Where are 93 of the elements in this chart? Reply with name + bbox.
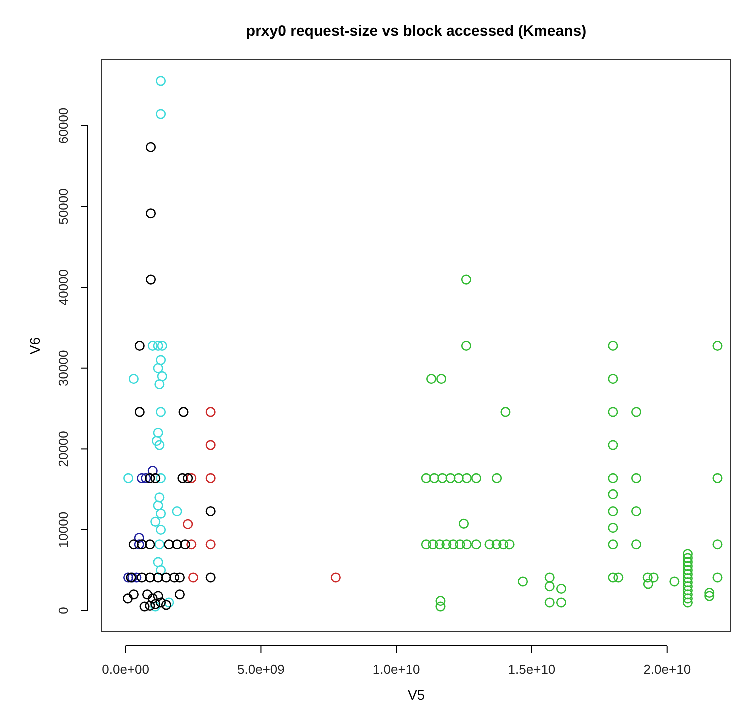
point — [153, 428, 164, 438]
point — [170, 572, 180, 583]
point — [152, 436, 162, 446]
y-tick-label: 50000 — [56, 188, 71, 225]
point — [156, 508, 166, 519]
point — [206, 407, 216, 418]
point — [146, 274, 156, 285]
point — [156, 524, 166, 536]
point — [153, 500, 164, 511]
point — [154, 440, 165, 450]
point — [153, 363, 164, 374]
point — [146, 208, 156, 219]
x-tick-label: 1.0e+10 — [372, 662, 420, 678]
y-tick-label: 0 — [56, 607, 71, 614]
point — [157, 340, 168, 352]
point — [174, 572, 185, 583]
point — [183, 473, 194, 484]
point — [186, 473, 197, 484]
point — [186, 540, 197, 550]
point — [145, 540, 156, 550]
point — [206, 440, 216, 450]
point — [145, 473, 156, 484]
point — [154, 380, 165, 390]
point — [178, 473, 188, 484]
point — [142, 590, 153, 600]
x-tick-label: 0.0e+00 — [102, 662, 150, 678]
point — [141, 473, 152, 484]
point — [156, 473, 166, 484]
y-tick-label: 60000 — [56, 108, 71, 144]
point — [134, 540, 144, 550]
y-tick-label: 20000 — [56, 431, 71, 468]
point — [128, 374, 139, 384]
point — [137, 540, 148, 550]
point — [156, 407, 166, 418]
point — [150, 599, 161, 610]
point — [178, 407, 189, 418]
point — [164, 598, 174, 608]
point — [153, 340, 164, 352]
point — [180, 540, 190, 550]
point — [206, 572, 216, 583]
point — [156, 355, 166, 366]
point — [161, 600, 172, 610]
point — [161, 572, 172, 583]
point — [206, 506, 216, 517]
point — [153, 557, 164, 568]
point — [156, 109, 166, 120]
x-tick-label: 5.0e+09 — [238, 662, 285, 678]
y-axis-title: V6 — [27, 337, 43, 355]
point — [153, 572, 164, 583]
x-tick-label: 1.5e+10 — [508, 662, 556, 678]
point — [172, 506, 182, 517]
point — [137, 473, 148, 484]
point — [124, 473, 134, 484]
point — [157, 371, 168, 382]
point — [164, 540, 174, 550]
point — [124, 572, 134, 583]
point — [134, 533, 144, 544]
x-axis-title: V5 — [408, 687, 426, 703]
point — [134, 407, 145, 418]
point — [156, 565, 166, 576]
point — [148, 466, 158, 476]
point — [150, 516, 161, 527]
point — [148, 594, 158, 604]
point — [150, 473, 161, 484]
point — [154, 540, 165, 550]
y-tick-label: 10000 — [56, 512, 71, 548]
point — [148, 340, 158, 352]
point — [132, 572, 142, 583]
point — [145, 572, 156, 583]
point — [154, 492, 165, 503]
point — [206, 473, 216, 484]
point — [128, 590, 139, 600]
point — [156, 598, 166, 608]
point — [128, 540, 139, 550]
point — [137, 572, 148, 583]
point — [134, 340, 145, 352]
point — [153, 591, 164, 602]
point — [174, 590, 185, 600]
point — [172, 540, 182, 550]
point — [330, 572, 341, 583]
point — [145, 600, 156, 611]
point — [150, 602, 161, 612]
y-tick-label: 30000 — [56, 350, 71, 386]
point — [206, 540, 216, 550]
point — [122, 594, 134, 604]
point — [146, 142, 156, 152]
point — [188, 572, 199, 583]
y-tick-label: 40000 — [56, 269, 71, 306]
x-tick-label: 2.0e+10 — [644, 662, 692, 678]
point — [183, 519, 194, 530]
point — [156, 76, 166, 86]
point — [140, 602, 150, 612]
chart-title: prxy0 request-size vs block accessed (Kmeans) — [246, 23, 587, 40]
